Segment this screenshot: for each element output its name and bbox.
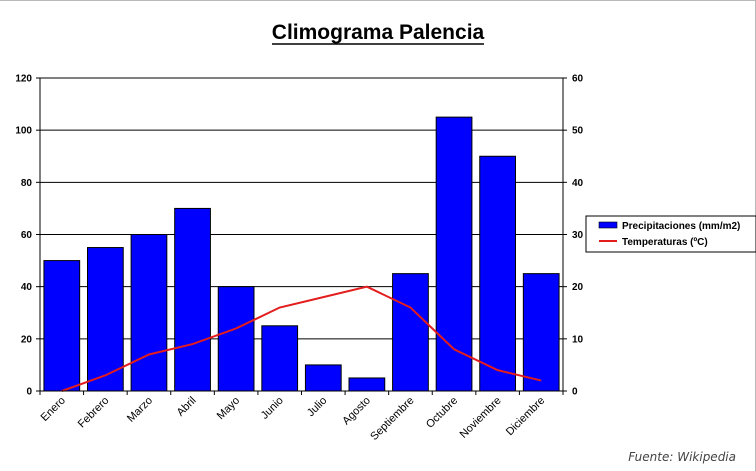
x-tick-label: Mayo xyxy=(215,395,243,423)
right-tick-label: 50 xyxy=(572,126,584,137)
precipitation-bar xyxy=(174,207,211,392)
x-tick-label: Marzo xyxy=(125,395,155,425)
left-tick-label: 0 xyxy=(26,387,32,398)
x-tick-label: Junio xyxy=(259,395,286,422)
precipitation-bars xyxy=(43,116,560,392)
right-tick-label: 10 xyxy=(572,334,584,345)
chart-title: Climograma Palencia xyxy=(272,21,485,44)
frame-top-border xyxy=(0,0,756,1)
precipitation-bar xyxy=(479,155,516,392)
left-tick-label: 60 xyxy=(21,230,33,241)
x-tick-label: Diciembre xyxy=(504,395,547,438)
x-tick-label: Julio xyxy=(305,395,329,419)
x-tick-label: Octubre xyxy=(424,395,460,431)
left-tick-label: 120 xyxy=(15,74,32,85)
x-tick-label: Febrero xyxy=(76,395,112,431)
left-tick-label: 20 xyxy=(21,334,33,345)
x-tick-label: Agosto xyxy=(340,395,373,428)
right-tick-label: 30 xyxy=(572,230,584,241)
left-tick-label: 40 xyxy=(21,282,33,293)
x-tick-label: Septiembre xyxy=(368,395,416,443)
left-tick-label: 100 xyxy=(15,126,32,137)
precipitation-bar xyxy=(348,377,386,392)
legend-precipitation-swatch xyxy=(598,221,618,229)
legend: Precipitaciones (mm/m2) Temperaturas (ºC… xyxy=(585,215,756,253)
right-tick-label: 40 xyxy=(572,178,584,189)
gridlines xyxy=(40,77,563,340)
legend-precipitation-label: Precipitaciones (mm/m2) xyxy=(622,221,740,232)
precipitation-bar xyxy=(522,273,560,392)
right-tick-label: 0 xyxy=(572,387,578,398)
precipitation-bar xyxy=(130,234,168,392)
source-note: Fuente: Wikipedia xyxy=(628,450,736,464)
right-axis-ticks: 0 10 20 30 40 50 60 xyxy=(563,74,584,398)
x-tick-label: Abril xyxy=(175,395,199,419)
left-tick-label: 80 xyxy=(21,178,33,189)
x-axis-ticks: Enero Febrero Marzo Abril Mayo Junio Julio Agos… xyxy=(39,391,564,443)
precipitation-bar xyxy=(304,364,342,392)
right-tick-label: 20 xyxy=(572,282,584,293)
x-tick-label: Enero xyxy=(39,395,68,424)
precipitation-bar xyxy=(217,286,255,392)
precipitation-bar xyxy=(43,260,81,392)
precipitation-bar xyxy=(261,325,299,392)
precipitation-bar xyxy=(87,247,124,392)
left-axis-ticks: 0 20 40 60 80 100 120 xyxy=(15,74,40,398)
right-tick-label: 60 xyxy=(572,74,584,85)
x-tick-label: Noviembre xyxy=(458,395,504,441)
temperature-line-group xyxy=(61,285,542,392)
precipitation-bar xyxy=(435,116,473,392)
temperature-line xyxy=(61,285,542,392)
legend-temperature-label: Temperaturas (ºC) xyxy=(622,237,708,248)
precipitation-bar xyxy=(392,273,429,392)
